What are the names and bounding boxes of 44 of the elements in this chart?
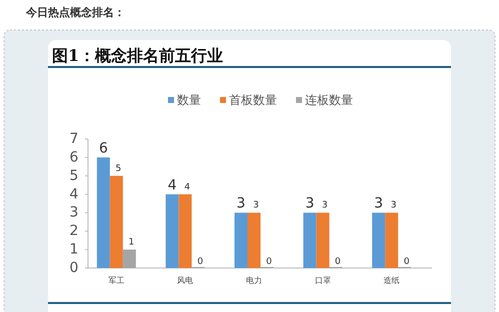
y-tick-label: 4 <box>70 186 79 202</box>
bar <box>122 250 136 268</box>
data-label: 0 <box>266 257 272 267</box>
data-label: 5 <box>116 164 122 174</box>
data-label: 4 <box>184 182 190 192</box>
bar <box>166 194 179 268</box>
data-label: 3 <box>236 196 246 212</box>
legend-label: 首板数量 <box>229 93 277 107</box>
bar <box>234 212 248 268</box>
data-label: 0 <box>334 257 341 267</box>
data-label: 1 <box>128 238 134 248</box>
bar <box>96 157 110 268</box>
bar <box>385 212 398 268</box>
x-tick-label: 军工 <box>108 276 124 285</box>
bar <box>372 212 386 268</box>
data-label: 6 <box>98 140 108 156</box>
legend-label: 数量 <box>177 93 201 107</box>
data-label: 3 <box>374 196 384 212</box>
bar <box>303 212 316 268</box>
y-tick-label: 7 <box>70 131 78 147</box>
legend-label: 连板数量 <box>305 93 353 107</box>
chart-title: 图1：概念排名前五行业 <box>52 46 224 65</box>
y-tick-label: 5 <box>70 168 78 184</box>
y-tick-label: 3 <box>70 204 78 221</box>
y-tick-label: 2 <box>70 223 78 240</box>
text: 今日热点概念排名： <box>25 6 125 19</box>
data-label: 3 <box>253 200 259 211</box>
bar <box>248 212 260 268</box>
data-label: 4 <box>168 177 177 194</box>
x-tick-label: 口罩 <box>314 276 331 285</box>
data-label: 0 <box>197 257 204 267</box>
y-tick-label: 1 <box>70 242 78 258</box>
x-tick-label: 电力 <box>246 276 262 285</box>
y-tick-label: 0 <box>70 260 78 276</box>
y-tick-label: 6 <box>70 149 79 166</box>
bar <box>110 176 123 268</box>
x-tick-label: 风电 <box>177 276 194 285</box>
data-label: 3 <box>305 196 314 212</box>
bar <box>178 194 192 268</box>
data-label: 3 <box>322 200 328 211</box>
bar <box>316 212 330 268</box>
x-tick-label: 造纸 <box>384 276 400 285</box>
data-label: 0 <box>404 257 410 267</box>
data-label: 3 <box>390 200 396 211</box>
